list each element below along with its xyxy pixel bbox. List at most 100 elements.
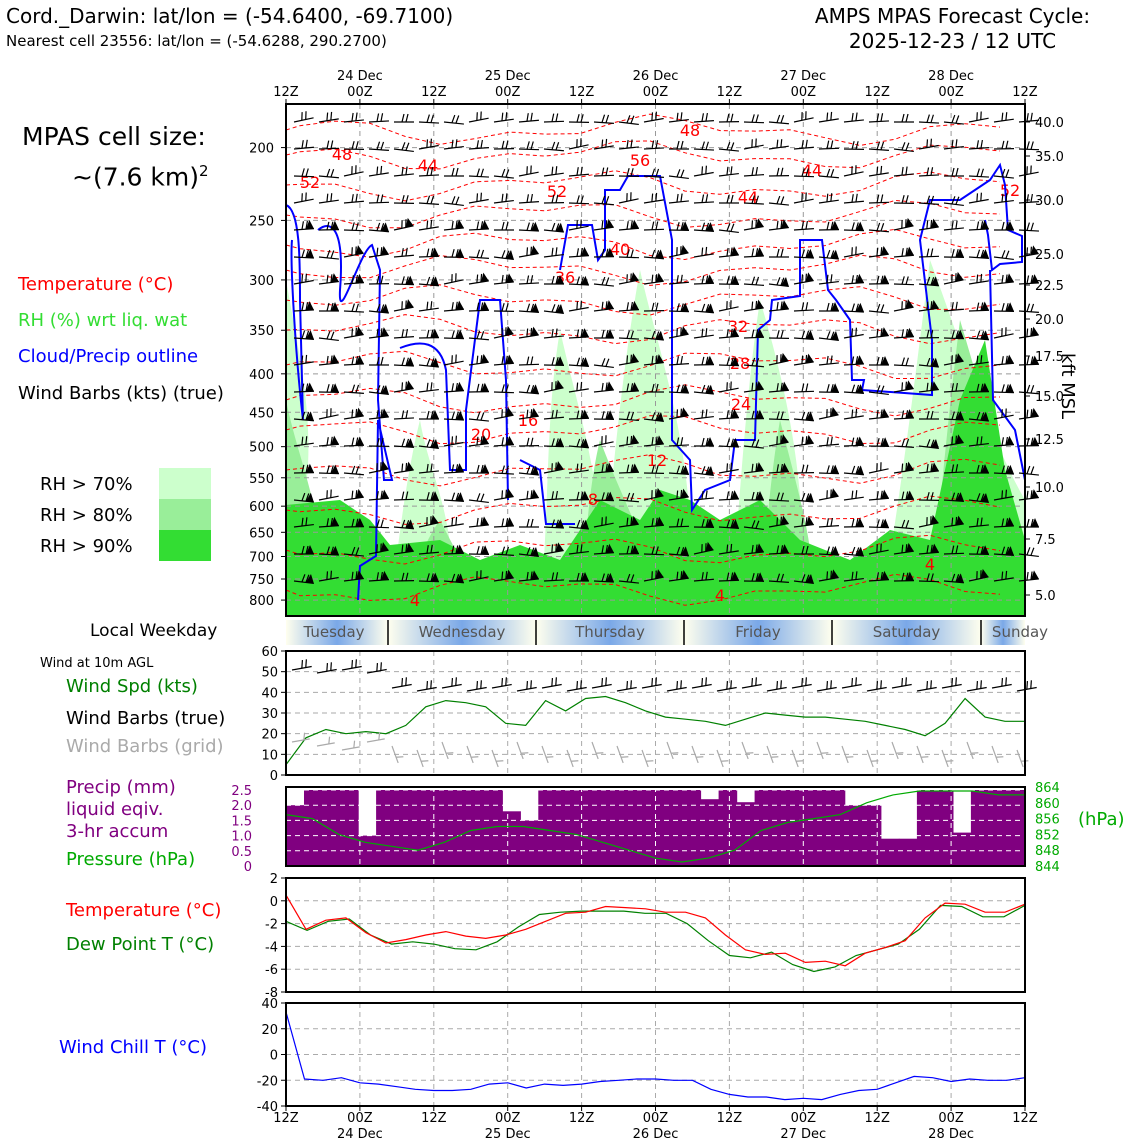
wind-barb-feather [680, 571, 683, 580]
wind-barb [943, 545, 965, 555]
wind-barb-feather [951, 411, 955, 420]
wind-barb-feather [580, 276, 584, 285]
wind-barb-staff [443, 202, 464, 207]
wind-barb [393, 356, 415, 367]
wind-barb-feather [876, 356, 880, 366]
wind-barb-pennant [880, 274, 889, 284]
wind-barb [893, 246, 914, 258]
wind-barb-pennant [405, 299, 414, 309]
surface-wind-barb-feather [876, 680, 879, 690]
grid-wind-barb-staff [791, 749, 799, 768]
wind-barb-feather [755, 439, 760, 448]
wind-barb-feather [901, 248, 904, 257]
wind-barb-staff [393, 225, 414, 231]
wind-barb [693, 355, 715, 366]
temperature-contour [285, 170, 1001, 202]
wind-barb-staff [543, 310, 564, 315]
wind-barb-staff [393, 498, 415, 501]
wind-barb-staff [643, 524, 664, 528]
surface-wind-barb-feather [426, 680, 429, 690]
wind-barb-feather [776, 167, 780, 176]
wind-barb-staff [868, 416, 889, 420]
wind-barb-feather [830, 221, 834, 230]
surface-wind-barb [766, 680, 787, 692]
wind-barb-feather [826, 140, 830, 149]
pressure-tick-label: 600 [249, 500, 274, 515]
wind-barb [518, 570, 539, 582]
wind-barb-staff [543, 498, 564, 501]
wind-barb [743, 380, 764, 393]
wind-barb-pennant [405, 461, 414, 472]
wind-barb-feather [555, 409, 558, 419]
wind-barb-feather [305, 545, 309, 555]
wind-barb [493, 517, 515, 528]
wind-barb [793, 434, 814, 447]
wind-barb-feather [976, 546, 980, 555]
wind-barb [1019, 518, 1039, 528]
wind-barb [668, 112, 689, 123]
wind-barb-feather [730, 328, 733, 338]
weekday-name: Tuesday [302, 623, 364, 641]
wind-barb-feather [1001, 409, 1003, 418]
wind-barb [593, 491, 615, 502]
wind-barb-staff [418, 226, 439, 231]
wind-barb-staff [518, 415, 539, 420]
wind-barb [493, 569, 514, 582]
wind-barb-staff [468, 418, 489, 422]
wind-barb-feather [380, 356, 384, 366]
precip-bar [898, 838, 918, 866]
wind-barb-staff [493, 199, 514, 204]
wind-barb-feather [976, 112, 978, 121]
wind-barb [893, 438, 914, 448]
wind-barb-feather [505, 327, 507, 336]
wind-barb-feather [330, 384, 334, 393]
wind-barb-staff [768, 418, 790, 421]
wind-barb-feather [426, 492, 430, 501]
wind-barb-pennant [330, 435, 339, 445]
wind-barb-feather [605, 492, 609, 501]
wind-barb-feather [751, 329, 755, 338]
wind-barb-pennant [805, 272, 814, 282]
wind-barb-pennant [830, 383, 839, 393]
bottom-time-tick-label: 12Z [569, 1111, 595, 1126]
wind-barb-feather [780, 411, 784, 420]
wind10m-ytick-label: 0 [270, 769, 278, 784]
wind-barb-pennant [455, 573, 464, 583]
wind-barb-feather [676, 437, 680, 446]
wind-barb-feather [530, 571, 533, 580]
wind-barb [444, 167, 464, 177]
surface-wind-barb-feather [605, 677, 607, 686]
wind-barb-pennant [930, 381, 939, 391]
wind-barb-staff [993, 577, 1014, 582]
pressure-ytick-label: 860 [1035, 797, 1060, 812]
wind-barb-feather [805, 493, 810, 502]
grid-wind-barb [841, 745, 854, 764]
wind-barb-feather [976, 436, 979, 446]
wind-barb-feather [951, 220, 954, 230]
wind-barb-feather [726, 463, 729, 472]
legend-rh90-label: RH > 90% [40, 536, 133, 557]
wind-barb-feather [826, 168, 831, 177]
wind-barb-staff [843, 282, 864, 285]
wind-barb-feather [780, 277, 785, 286]
wind-barb-feather [630, 383, 634, 392]
wind-barb-staff [943, 121, 964, 125]
wind-barb [343, 245, 364, 258]
wind-barb-staff [518, 148, 540, 151]
wind-barb-feather [705, 356, 709, 365]
wind-barb-feather [526, 490, 529, 500]
wind-barb-feather [530, 437, 534, 446]
wind-barb-feather [326, 546, 330, 555]
wind-barb [718, 519, 739, 529]
wind-barb-feather [451, 355, 453, 364]
wind-barb-feather [876, 409, 879, 419]
wind-barb-feather [451, 492, 456, 501]
wind-barb [793, 330, 814, 340]
wind-barb [468, 516, 489, 528]
wind-barb-pennant [655, 516, 664, 526]
wind-barb-staff [318, 414, 339, 420]
wind-barb-feather [301, 574, 306, 583]
wind-barb-staff [943, 202, 964, 207]
wind-barb [893, 357, 915, 367]
top-time-tick-label: 12Z [569, 85, 595, 100]
